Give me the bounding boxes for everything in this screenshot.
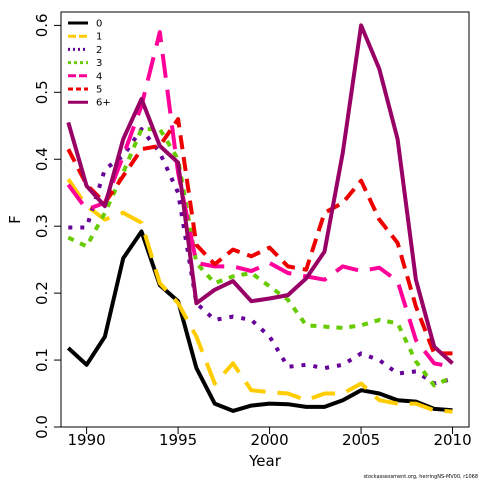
x-tick-label: 1995 <box>159 431 197 449</box>
series-line-0 <box>66 229 453 413</box>
x-tick-label: 2005 <box>342 431 380 449</box>
legend-label: 0 <box>96 19 102 30</box>
x-tick-label: 2000 <box>250 431 288 449</box>
y-tick-label: 0.1 <box>33 348 51 372</box>
x-axis: 1990 1995 2000 2005 2010 <box>68 427 472 449</box>
series-line-3 <box>67 127 454 388</box>
y-tick-label: 0.2 <box>33 281 51 305</box>
legend-label: 3 <box>96 58 102 69</box>
y-tick-label: 0.4 <box>33 147 51 171</box>
legend-label: 5 <box>96 85 102 96</box>
x-tick-label: 1990 <box>68 431 106 449</box>
y-axis: 0.0 0.1 0.2 0.3 0.4 0.5 0.6 <box>33 13 61 439</box>
plot-frame <box>60 11 470 428</box>
legend-label: 2 <box>96 45 102 56</box>
series-line-5 <box>66 117 453 356</box>
series-line-1 <box>66 178 453 414</box>
series-lines <box>66 23 454 414</box>
y-tick-label: 0.6 <box>33 13 51 37</box>
y-axis-title: F <box>6 215 24 224</box>
x-axis-title: Year <box>248 452 282 470</box>
legend-label: 6+ <box>96 98 111 109</box>
legend-label: 1 <box>96 32 102 43</box>
series-line-6plus <box>66 23 454 365</box>
y-tick-label: 0.3 <box>33 214 51 238</box>
y-tick-label: 0.0 <box>33 415 51 439</box>
y-tick-label: 0.5 <box>33 80 51 104</box>
x-tick-label: 2010 <box>433 431 471 449</box>
series-line-4 <box>66 30 453 369</box>
legend-label: 4 <box>96 71 102 82</box>
credit-text: stockassessment.org, herringNS-MV00, r10… <box>363 474 478 480</box>
legend: 0 1 2 3 4 5 6+ <box>68 19 111 109</box>
